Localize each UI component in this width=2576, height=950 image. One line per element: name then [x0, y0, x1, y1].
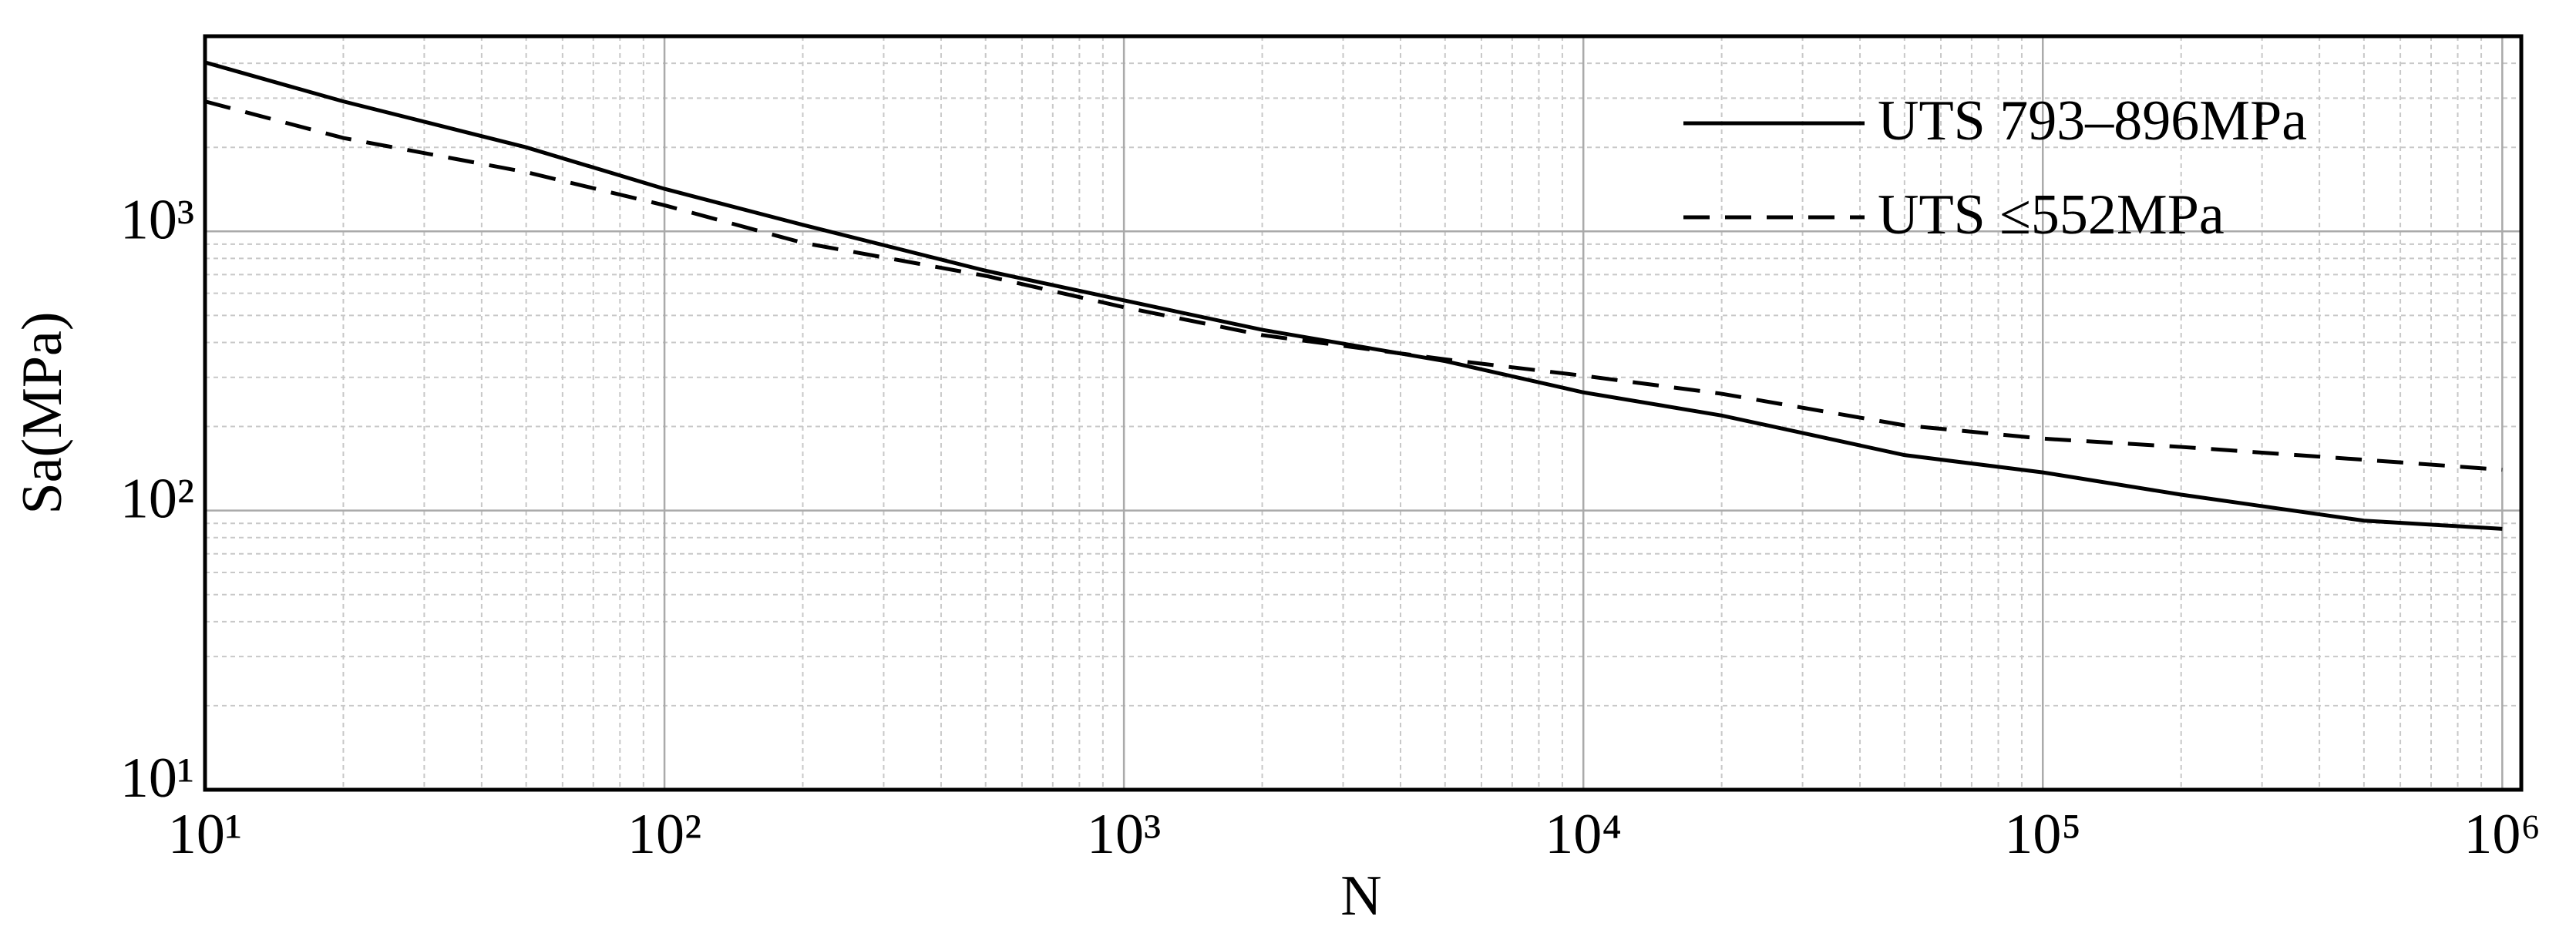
- x-tick-label: 10⁵: [2004, 803, 2081, 866]
- legend-label: UTS ≤552MPa: [1878, 183, 2225, 247]
- y-tick-label: 10²: [120, 468, 194, 531]
- y-axis-label: Sa(MPa): [11, 311, 74, 514]
- plot-frame: [203, 34, 2524, 792]
- x-tick-label: 10⁶: [2463, 803, 2541, 866]
- x-axis-label: N: [1340, 864, 1381, 928]
- x-tick-label: 10³: [1087, 803, 1161, 866]
- x-tick-label: 10¹: [168, 803, 242, 866]
- legend-label: UTS 793–896MPa: [1878, 89, 2307, 153]
- y-tick-label: 10³: [120, 188, 194, 251]
- x-tick-label: 10²: [627, 803, 701, 866]
- x-tick-label: 10⁴: [1545, 803, 1622, 866]
- y-tick-label: 10¹: [120, 747, 194, 810]
- series-line: [204, 99, 2503, 472]
